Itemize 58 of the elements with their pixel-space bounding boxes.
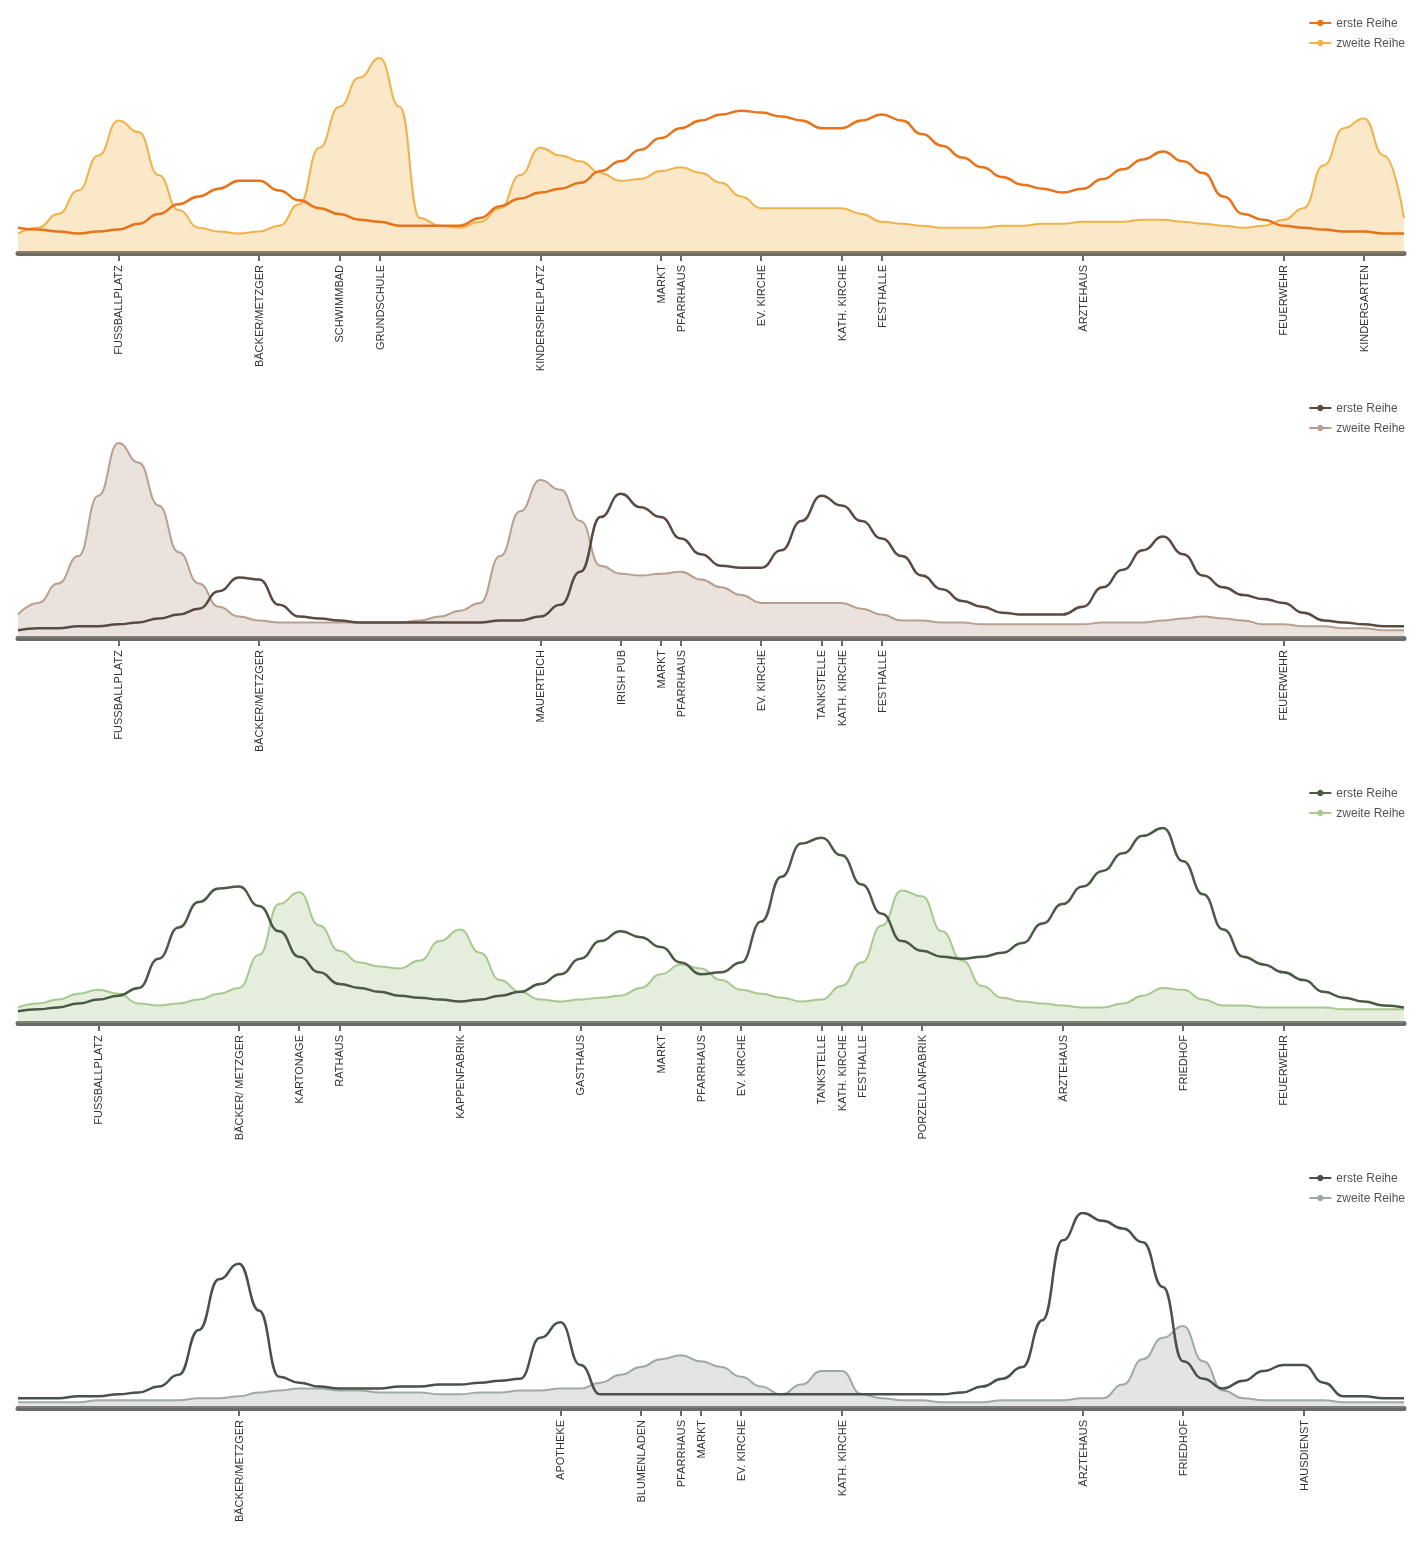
x-tick-label: PORZELLANFABRIK (915, 1034, 928, 1140)
legend-label: erste Reihe (1336, 401, 1398, 415)
legend-label: zweite Reihe (1336, 806, 1406, 820)
x-tick-label: PFARRHAUS (694, 1035, 707, 1103)
x-tick-label: TANKSTELLE (815, 1035, 828, 1105)
x-tick-label: GASTHAUS (574, 1035, 587, 1096)
legend-label: zweite Reihe (1336, 36, 1406, 50)
x-tick-label: HAUSDIENST (1297, 1419, 1310, 1491)
x-tick-label: MAUERTEICH (534, 649, 547, 723)
x-tick-label: KINDERGARTEN (1357, 264, 1370, 353)
legend-label: erste Reihe (1336, 1171, 1398, 1185)
x-tick-label: KATH. KIRCHE (835, 650, 848, 727)
legend-label: zweite Reihe (1336, 1191, 1406, 1205)
x-tick-label: ÄRZTEHAUS (1056, 1035, 1069, 1102)
x-tick-label: PFARRHAUS (674, 1420, 687, 1488)
x-tick-label: PFARRHAUS (674, 650, 687, 718)
x-tick-label: APOTHEKE (554, 1420, 567, 1480)
legend-label: erste Reihe (1336, 786, 1398, 800)
x-tick-label: KATH. KIRCHE (835, 1420, 848, 1497)
x-tick-label: KATH. KIRCHE (835, 265, 848, 342)
x-tick-label: IRISH PUB (614, 650, 627, 706)
x-tick-label: SCHWIMMBAD (333, 264, 346, 343)
x-tick-label: GRUNDSCHULE (373, 265, 386, 350)
legend-label: erste Reihe (1336, 16, 1398, 30)
x-tick-label: KAPPENFABRIK (453, 1034, 466, 1119)
x-tick-label: FEUERWEHR (1277, 1034, 1290, 1106)
x-tick-label: MARKT (654, 264, 667, 304)
x-tick-label: ÄRZTEHAUS (1076, 1420, 1089, 1487)
x-tick-label: FRIEDHOF (1177, 1034, 1190, 1092)
x-tick-label: EV. KIRCHE (755, 265, 768, 327)
x-tick-label: FEUERWEHR (1277, 649, 1290, 721)
x-tick-label: EV. KIRCHE (735, 1420, 748, 1482)
x-tick-label: PFARRHAUS (674, 265, 687, 333)
x-tick-label: TANKSTELLE (815, 650, 828, 720)
x-tick-label: KARTONAGE (293, 1035, 306, 1104)
x-tick-label: MARKT (654, 649, 667, 689)
x-tick-label: BÄCKER/ METZGER (232, 1034, 245, 1141)
x-tick-label: KATH. KIRCHE (835, 1035, 848, 1112)
x-tick-label: FESTHALLE (875, 650, 888, 713)
x-tick-label: FESTHALLE (855, 1035, 868, 1098)
x-tick-label: MARKT (694, 1419, 707, 1459)
x-tick-label: BÄCKER/METZGER (232, 1419, 245, 1523)
x-tick-label: KINDERSPIELPLATZ (534, 264, 547, 372)
x-tick-label: FUSSBALLPLATZ (112, 264, 125, 355)
x-tick-label: ÄRZTEHAUS (1076, 265, 1089, 332)
x-tick-label: FESTHALLE (875, 265, 888, 328)
x-tick-label: EV. KIRCHE (735, 1035, 748, 1097)
x-tick-label: EV. KIRCHE (755, 650, 768, 712)
x-tick-label: BÄCKER/METZGER (253, 649, 266, 753)
x-tick-label: FRIEDHOF (1177, 1419, 1190, 1477)
x-tick-label: MARKT (654, 1034, 667, 1074)
x-tick-label: BLUMENLADEN (634, 1419, 647, 1503)
x-tick-label: FUSSBALLPLATZ (92, 1034, 105, 1125)
x-tick-label: FEUERWEHR (1277, 264, 1290, 336)
legend-label: zweite Reihe (1336, 421, 1406, 435)
x-tick-label: FUSSBALLPLATZ (112, 649, 125, 740)
x-tick-label: RATHAUS (333, 1035, 346, 1087)
x-tick-label: BÄCKER/METZGER (253, 264, 266, 368)
